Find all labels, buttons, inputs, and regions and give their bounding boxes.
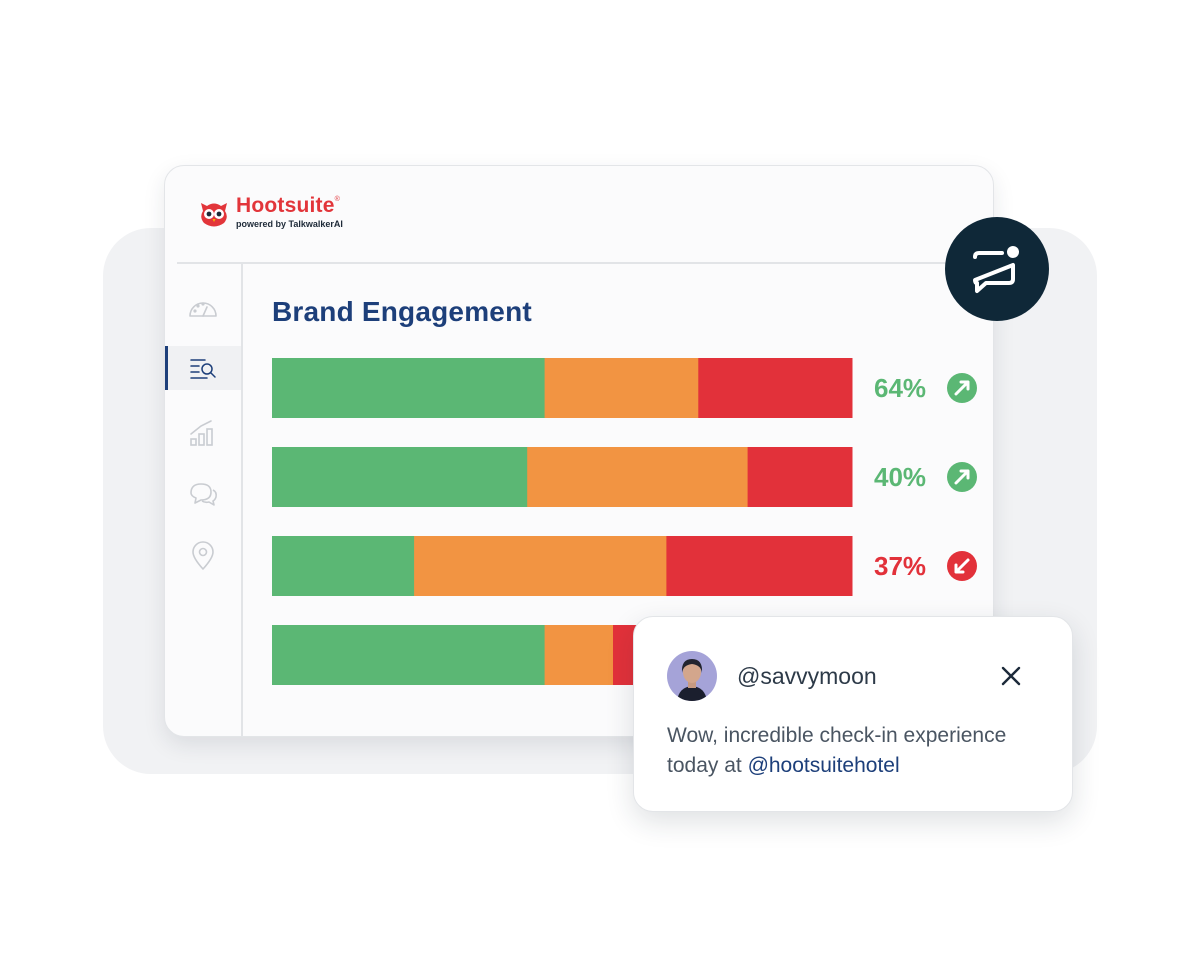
message-notification-icon [973, 246, 1019, 293]
bar-row-3-segment-3 [666, 536, 853, 596]
bar-row-3-segment-1 [272, 536, 415, 596]
trend-up-arrow-icon [947, 462, 977, 492]
bar-row-2-percent: 40% [874, 462, 926, 492]
bar-row-2-segment-1 [272, 447, 528, 507]
panel-title: Brand Engagement [272, 296, 532, 327]
brand-name: Hootsuite [236, 194, 335, 217]
trend-down-arrow-icon [947, 551, 977, 581]
avatar[interactable] [667, 651, 717, 701]
bar-row-4-segment-2 [544, 625, 614, 685]
bar-row-3-percent: 37% [874, 551, 926, 581]
sidebar-item-locations[interactable] [165, 534, 241, 578]
mention-tag-link[interactable]: @hootsuitehotel [747, 754, 900, 777]
close-icon [1001, 666, 1021, 686]
user-portrait-icon [667, 651, 717, 701]
bar-row-1-percent: 64% [874, 373, 926, 403]
mention-body: Wow, incredible check-in experience toda… [667, 724, 1007, 777]
location-pin-icon [192, 541, 214, 570]
sidebar-item-listening[interactable] [165, 346, 241, 390]
owl-logo-icon [201, 202, 227, 226]
bar-row-2-segment-3 [747, 447, 853, 507]
mention-handle[interactable]: @savvymoon [737, 663, 877, 689]
mention-text: Wow, incredible check-in experience toda… [667, 721, 1047, 781]
close-button[interactable] [998, 663, 1024, 689]
notification-bubble[interactable] [945, 217, 1049, 321]
bar-row-4-segment-1 [272, 625, 546, 685]
chat-bubbles-icon [190, 483, 217, 506]
bar-row-2-segment-2 [527, 447, 749, 507]
header-divider [177, 262, 993, 264]
analytics-chart-icon [190, 420, 213, 446]
sidebar-item-dashboard[interactable] [165, 288, 241, 332]
trend-up-arrow-icon [947, 373, 977, 403]
sidebar-divider [241, 264, 243, 736]
bar-row-1-segment-2 [544, 358, 699, 418]
sidebar-item-analytics[interactable] [165, 411, 241, 455]
brand-subtitle: powered by TalkwalkerAI [236, 219, 343, 229]
sidebar-item-engagement[interactable] [165, 472, 241, 516]
bar-row-1-segment-1 [272, 358, 546, 418]
search-list-icon [190, 359, 216, 379]
bar-row-1-segment-3 [698, 358, 853, 418]
bar-row-3-segment-2 [414, 536, 667, 596]
dashboard-gauge-icon [189, 302, 217, 317]
hootsuite-logo[interactable]: Hootsuite® powered by TalkwalkerAI [197, 194, 343, 229]
registered-mark: ® [334, 196, 340, 203]
mention-card: @savvymoon Wow, incredible check-in expe… [633, 616, 1073, 812]
